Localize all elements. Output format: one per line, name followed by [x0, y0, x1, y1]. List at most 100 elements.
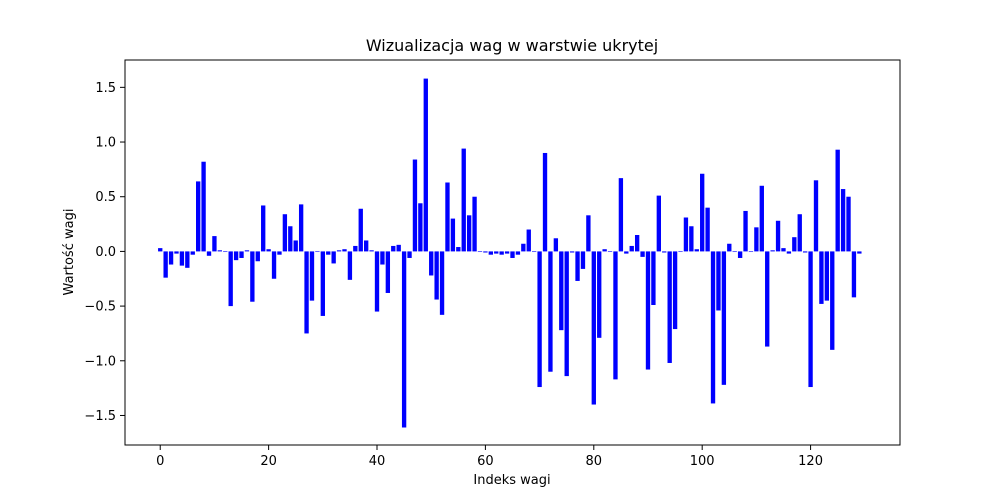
- bar-57: [466, 215, 472, 252]
- bar-92: [656, 195, 661, 252]
- bar-96: [678, 251, 683, 253]
- bar-111: [759, 185, 764, 252]
- bar-5: [185, 251, 190, 268]
- bar-41: [380, 251, 385, 265]
- bar-75: [564, 251, 569, 377]
- bar-121: [813, 180, 819, 252]
- bar-82: [602, 249, 607, 252]
- bar-126: [840, 189, 846, 252]
- bar-112: [765, 251, 770, 347]
- x-axis-ticks: 0 20 40 60 80 100 120: [156, 445, 823, 469]
- bar-55: [456, 247, 461, 252]
- bar-0: [158, 248, 163, 252]
- bar-30: [320, 251, 325, 316]
- bar-113: [770, 250, 775, 252]
- y-axis-ticks: −1.5 −1.0 −0.5 0.0 0.5 1.0 1.5: [84, 81, 125, 424]
- bar-106: [732, 251, 737, 253]
- bar-128: [851, 251, 857, 298]
- bar-7: [196, 181, 201, 252]
- bar-117: [792, 237, 797, 252]
- x-tick-label: 20: [260, 454, 277, 469]
- bar-81: [597, 251, 602, 338]
- y-tick-label: 0.0: [95, 245, 116, 260]
- bar-33: [336, 250, 342, 252]
- bar-13: [228, 251, 233, 307]
- y-tick-label: −1.5: [84, 409, 116, 424]
- bar-24: [288, 226, 293, 252]
- y-tick-label: 1.5: [95, 81, 116, 96]
- bar-58: [472, 196, 477, 252]
- bar-19: [261, 205, 266, 252]
- bar-65: [510, 251, 515, 258]
- bar-61: [488, 251, 493, 255]
- bar-73: [553, 238, 559, 252]
- bar-115: [781, 248, 786, 252]
- bar-9: [206, 251, 212, 256]
- bar-114: [775, 220, 781, 252]
- bar-38: [364, 240, 369, 252]
- bar-40: [374, 251, 380, 312]
- bar-21: [271, 251, 277, 279]
- bar-37: [358, 208, 363, 252]
- bar-47: [412, 159, 418, 252]
- bar-45: [401, 251, 407, 428]
- x-axis-title: Indeks wagi: [473, 473, 550, 488]
- bar-44: [396, 244, 401, 252]
- bar-51: [434, 251, 439, 300]
- bar-50: [429, 251, 434, 276]
- bar-31: [326, 251, 331, 255]
- bar-20: [266, 249, 271, 252]
- plot-frame: [124, 59, 901, 446]
- bar-79: [586, 215, 591, 252]
- bar-4: [179, 251, 185, 266]
- bar-28: [309, 251, 315, 301]
- bar-72: [548, 251, 553, 372]
- bar-25: [293, 240, 298, 252]
- bar-80: [591, 251, 596, 405]
- bars-group: [158, 78, 862, 428]
- bar-76: [569, 251, 575, 253]
- bar-12: [223, 251, 228, 253]
- bar-83: [607, 251, 613, 253]
- x-tick-label: 120: [798, 454, 823, 469]
- bar-16: [244, 250, 250, 252]
- bar-56: [461, 148, 466, 252]
- bar-62: [494, 251, 499, 254]
- bar-105: [727, 243, 732, 252]
- bar-85: [618, 178, 624, 252]
- bar-124: [830, 251, 835, 350]
- bar-88: [634, 235, 640, 252]
- bar-46: [407, 251, 412, 258]
- bar-3: [174, 251, 179, 254]
- bar-32: [331, 251, 336, 264]
- bar-49: [423, 78, 428, 252]
- bar-71: [542, 152, 548, 252]
- bar-110: [754, 227, 759, 252]
- bar-67: [521, 243, 526, 252]
- bar-77: [575, 251, 580, 281]
- bar-122: [819, 251, 824, 304]
- bar-17: [250, 251, 255, 302]
- bar-48: [418, 203, 423, 252]
- bar-104: [721, 251, 727, 385]
- bar-53: [445, 182, 450, 252]
- bar-26: [298, 204, 304, 252]
- bar-99: [694, 249, 699, 252]
- bar-118: [797, 214, 802, 252]
- bar-29: [315, 251, 320, 253]
- bar-103: [716, 251, 721, 311]
- bar-107: [737, 251, 743, 258]
- bar-36: [353, 245, 358, 252]
- bar-108: [743, 210, 748, 252]
- bar-100: [700, 173, 705, 252]
- bar-34: [342, 249, 347, 252]
- bar-116: [786, 251, 792, 254]
- bar-109: [748, 251, 754, 253]
- bar-6: [190, 251, 195, 255]
- bar-15: [239, 251, 244, 258]
- bar-89: [640, 251, 645, 257]
- bar-23: [282, 214, 288, 252]
- bar-54: [450, 218, 456, 252]
- bar-129: [857, 251, 862, 254]
